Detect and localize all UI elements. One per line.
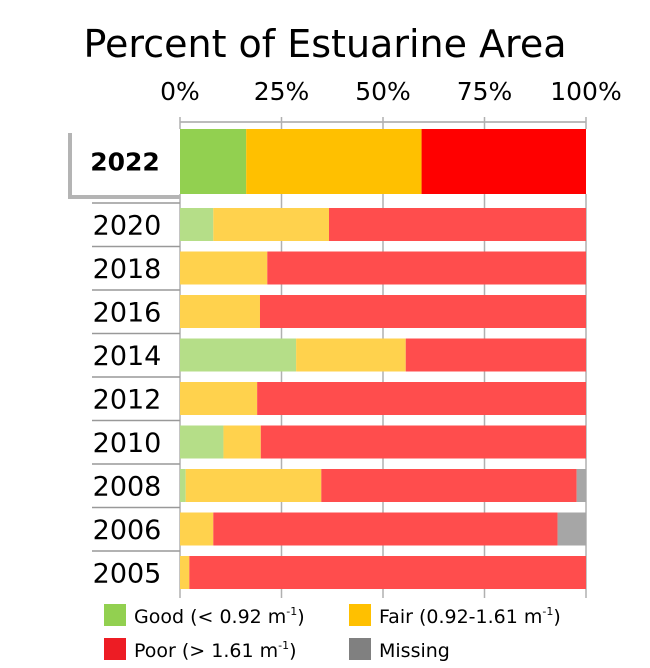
bar-segment-fair xyxy=(223,425,261,459)
category-label: 2018 xyxy=(93,254,162,285)
bar-segment-fair xyxy=(180,556,190,589)
category-label: 2012 xyxy=(93,385,162,416)
bar-row-2006: 2006 xyxy=(92,506,586,546)
bar-row-2016: 2016 xyxy=(92,289,586,329)
x-tick-label: 50% xyxy=(355,77,411,106)
legend-item: Missing xyxy=(349,638,450,662)
bar-segment-poor xyxy=(257,382,586,415)
bar-row-2012: 2012 xyxy=(92,376,586,416)
bar-segment-good xyxy=(180,208,214,241)
x-tick-label: 100% xyxy=(550,77,621,106)
bar-segment-poor xyxy=(260,425,586,459)
bar-segment-poor xyxy=(259,295,586,328)
chart-title: Percent of Estuarine Area xyxy=(83,22,566,66)
bar-row-2022: 2022 xyxy=(68,129,587,199)
category-label: 2014 xyxy=(93,341,162,372)
legend-item: Poor (> 1.61 m-1) xyxy=(104,638,297,662)
bar-segment-poor xyxy=(329,208,586,241)
category-label: 2008 xyxy=(93,472,162,503)
bar-segment-fair xyxy=(213,208,330,241)
legend-label: Poor (> 1.61 m-1) xyxy=(134,639,297,662)
bar-segment-missing xyxy=(557,512,586,546)
legend-label: Good (< 0.92 m-1) xyxy=(134,605,305,628)
bar-segment-good xyxy=(180,338,297,372)
legend-swatch xyxy=(349,638,371,660)
bar-segment-poor xyxy=(405,338,586,372)
bar-segment-fair xyxy=(246,129,422,194)
bar-segment-poor xyxy=(267,251,586,285)
bar-segment-fair xyxy=(296,338,406,372)
category-label: 2020 xyxy=(93,211,162,242)
bar-row-2020: 2020 xyxy=(92,202,586,242)
bar-segment-poor xyxy=(189,556,586,589)
x-tick-label: 25% xyxy=(254,77,310,106)
legend-item: Fair (0.92-1.61 m-1) xyxy=(349,604,561,628)
bar-row-2005: 2005 xyxy=(92,550,586,590)
bar-segment-fair xyxy=(180,295,260,328)
bar-rows: 2022 2020 2018 2016 2014 2012 2010 2008 2006 2005 xyxy=(68,129,587,590)
bar-segment-fair xyxy=(185,469,322,502)
bar-segment-fair xyxy=(180,512,214,546)
category-label: 2016 xyxy=(93,298,162,329)
category-label: 2010 xyxy=(93,428,162,459)
legend: Good (< 0.92 m-1) Fair (0.92-1.61 m-1) Poo… xyxy=(104,604,561,662)
x-tick-label: 75% xyxy=(457,77,513,106)
category-label: 2005 xyxy=(93,559,162,590)
bar-segment-poor xyxy=(421,129,586,194)
highlight-bracket xyxy=(68,133,180,199)
bar-row-2010: 2010 xyxy=(92,419,586,459)
x-tick-label: 0% xyxy=(160,77,200,106)
bar-segment-missing xyxy=(576,469,586,502)
bar-segment-good xyxy=(180,425,224,459)
bar-segment-fair xyxy=(180,382,258,415)
bar-row-2014: 2014 xyxy=(92,332,586,372)
bar-row-2018: 2018 xyxy=(92,245,586,285)
bar-segment-poor xyxy=(321,469,577,502)
bar-segment-good xyxy=(180,129,247,194)
bar-row-2008: 2008 xyxy=(92,463,586,503)
legend-item: Good (< 0.92 m-1) xyxy=(104,604,305,628)
category-label: 2022 xyxy=(90,148,160,177)
x-axis: 0% 25% 50% 75% 100% xyxy=(160,77,622,123)
bar-segment-fair xyxy=(180,251,268,285)
bar-segment-poor xyxy=(213,512,558,546)
legend-swatch xyxy=(104,638,126,660)
legend-swatch xyxy=(349,604,371,626)
legend-swatch xyxy=(104,604,126,626)
legend-label: Fair (0.92-1.61 m-1) xyxy=(379,605,561,628)
legend-label: Missing xyxy=(379,640,450,662)
category-label: 2006 xyxy=(93,515,162,546)
bar-segment-good xyxy=(180,469,186,502)
